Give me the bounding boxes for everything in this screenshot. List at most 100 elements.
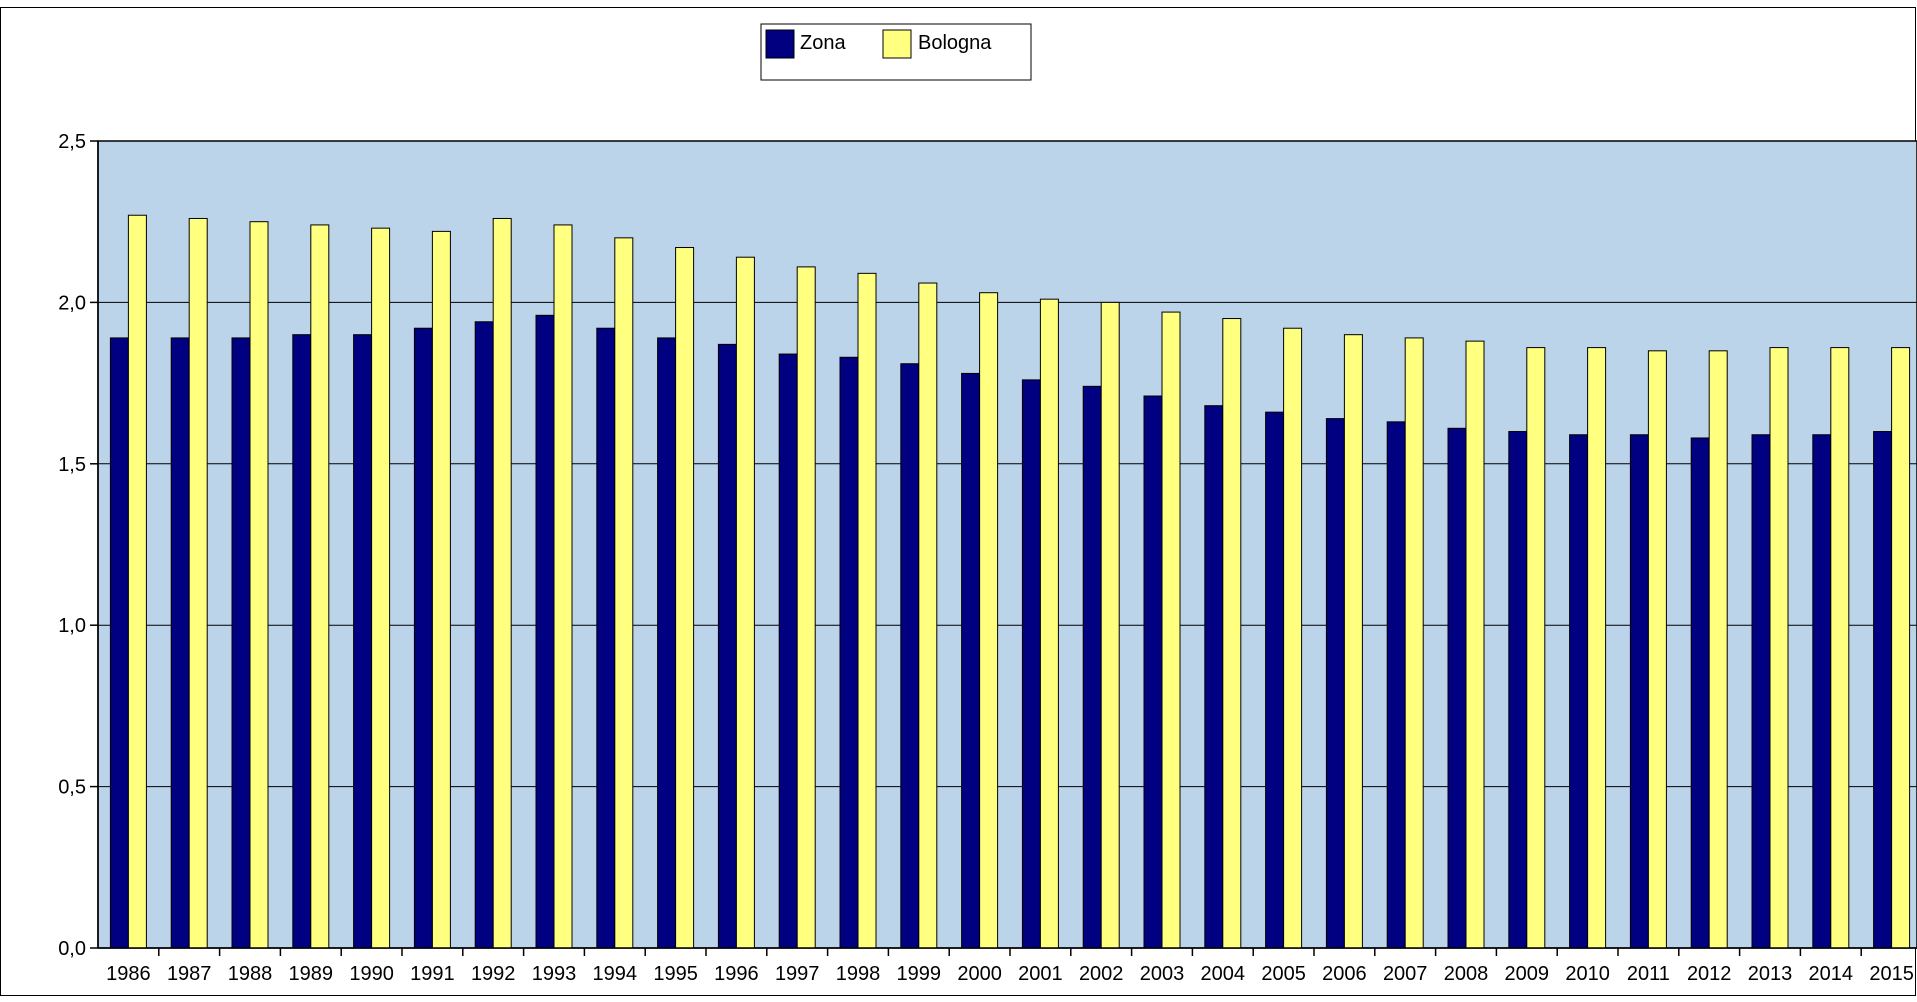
bar-bologna-2000 bbox=[979, 292, 999, 949]
x-tick-label: 2012 bbox=[1687, 963, 1732, 985]
bar-bologna-2003 bbox=[1161, 311, 1181, 949]
bar-bologna-1993 bbox=[553, 224, 573, 949]
bar-zona-1989 bbox=[292, 334, 312, 949]
bar-zona-2003 bbox=[1143, 395, 1163, 949]
x-tick-label: 2013 bbox=[1748, 963, 1793, 985]
bar-zona-1995 bbox=[657, 337, 677, 949]
x-tick-label: 1990 bbox=[349, 963, 394, 985]
bar-bologna-1986 bbox=[127, 214, 147, 949]
bar-bologna-1999 bbox=[918, 282, 938, 949]
x-tick-label: 1994 bbox=[593, 963, 638, 985]
bar-zona-1986 bbox=[109, 337, 129, 949]
bar-zona-1999 bbox=[900, 363, 920, 949]
bar-zona-1993 bbox=[535, 314, 555, 949]
bar-bologna-2008 bbox=[1465, 340, 1485, 949]
x-tick-label: 2014 bbox=[1809, 963, 1854, 985]
bar-bologna-1990 bbox=[371, 227, 391, 949]
bar-bologna-1992 bbox=[492, 217, 512, 949]
x-tick-label: 1998 bbox=[836, 963, 881, 985]
bar-zona-2006 bbox=[1325, 418, 1345, 949]
bar-zona-1998 bbox=[839, 356, 859, 949]
bar-bologna-1994 bbox=[614, 237, 634, 949]
bar-zona-1987 bbox=[170, 337, 190, 949]
bar-bologna-2014 bbox=[1830, 347, 1850, 949]
bar-zona-1988 bbox=[231, 337, 251, 949]
x-tick-label: 1993 bbox=[532, 963, 577, 985]
bar-zona-2000 bbox=[961, 372, 981, 949]
axes: 0,0 0,5 1,0 1,5 2,0 2,5 1986 1987 1988 1989 1990 19… bbox=[58, 131, 1917, 985]
bar-bologna-2004 bbox=[1222, 318, 1242, 949]
bar-bologna-2006 bbox=[1343, 334, 1363, 949]
y-tick-label: 0,5 bbox=[58, 777, 86, 799]
bar-zona-1996 bbox=[717, 343, 737, 949]
bar-bologna-1988 bbox=[249, 221, 269, 949]
x-tick-label: 2007 bbox=[1383, 963, 1428, 985]
x-tick-label: 2001 bbox=[1018, 963, 1063, 985]
x-tick-label: 1987 bbox=[167, 963, 212, 985]
bar-bologna-1989 bbox=[310, 224, 330, 949]
bar-bologna-2009 bbox=[1526, 347, 1546, 949]
bar-zona-2007 bbox=[1386, 421, 1406, 949]
x-tick-label: 2006 bbox=[1322, 963, 1367, 985]
bar-bologna-2011 bbox=[1647, 350, 1667, 949]
x-tick-label: 2000 bbox=[957, 963, 1002, 985]
bar-zona-2015 bbox=[1873, 431, 1893, 949]
x-tick-label: 2015 bbox=[1869, 963, 1914, 985]
x-tick-label: 2004 bbox=[1201, 963, 1246, 985]
bar-zona-2011 bbox=[1629, 434, 1649, 949]
x-tick-label: 1991 bbox=[410, 963, 455, 985]
x-tick-label: 2011 bbox=[1627, 963, 1670, 985]
bar-zona-2004 bbox=[1204, 405, 1224, 949]
legend: Zona Bologna bbox=[760, 23, 1032, 81]
bar-zona-2001 bbox=[1021, 379, 1041, 949]
legend-label-zona: Zona bbox=[800, 32, 846, 54]
bar-bologna-1998 bbox=[857, 272, 877, 949]
y-tick-label: 1,5 bbox=[58, 454, 86, 476]
x-tick-label: 1989 bbox=[289, 963, 334, 985]
x-tick-label: 1996 bbox=[714, 963, 759, 985]
x-tick-label: 2009 bbox=[1505, 963, 1550, 985]
x-tick-label: 1992 bbox=[471, 963, 516, 985]
bar-zona-1990 bbox=[353, 334, 373, 949]
bar-bologna-2005 bbox=[1283, 327, 1303, 949]
bar-zona-1997 bbox=[778, 353, 798, 949]
bar-bologna-2002 bbox=[1100, 301, 1120, 949]
bar-bologna-2015 bbox=[1891, 347, 1911, 949]
legend-swatch-bologna bbox=[882, 29, 912, 59]
x-tick-label: 1986 bbox=[106, 963, 151, 985]
bar-bologna-2012 bbox=[1708, 350, 1728, 949]
y-tick-label: 1,0 bbox=[58, 615, 86, 637]
bar-zona-2010 bbox=[1569, 434, 1589, 949]
bar-zona-1994 bbox=[596, 327, 616, 949]
x-tick-label: 2005 bbox=[1261, 963, 1306, 985]
y-tick-label: 2,0 bbox=[58, 292, 86, 314]
grid-lines bbox=[98, 301, 1917, 788]
bar-bologna-2007 bbox=[1404, 337, 1424, 949]
legend-label-bologna: Bologna bbox=[918, 32, 992, 54]
x-tick-label: 1995 bbox=[653, 963, 698, 985]
legend-swatch-zona bbox=[765, 29, 795, 59]
bar-zona-2013 bbox=[1751, 434, 1771, 949]
bar-zona-2009 bbox=[1508, 431, 1528, 949]
x-tick-label: 1999 bbox=[897, 963, 942, 985]
bar-bologna-2001 bbox=[1039, 298, 1059, 949]
bar-zona-2002 bbox=[1082, 385, 1102, 949]
bar-bologna-1997 bbox=[796, 266, 816, 949]
x-tick-label: 2008 bbox=[1444, 963, 1489, 985]
bar-zona-2012 bbox=[1690, 437, 1710, 949]
bars bbox=[109, 214, 1911, 949]
x-tick-label: 2010 bbox=[1565, 963, 1610, 985]
bar-bologna-1995 bbox=[675, 247, 695, 949]
x-tick-label: 2002 bbox=[1079, 963, 1124, 985]
bar-bologna-1991 bbox=[431, 230, 451, 949]
bar-zona-2008 bbox=[1447, 427, 1467, 949]
bar-bologna-1987 bbox=[188, 217, 208, 949]
bar-zona-2005 bbox=[1265, 411, 1285, 949]
y-tick-label: 2,5 bbox=[58, 131, 86, 153]
bar-zona-1992 bbox=[474, 321, 494, 949]
bar-zona-1991 bbox=[413, 327, 433, 949]
bar-zona-2014 bbox=[1812, 434, 1832, 949]
x-tick-label: 1988 bbox=[228, 963, 273, 985]
bar-bologna-1996 bbox=[735, 256, 755, 949]
